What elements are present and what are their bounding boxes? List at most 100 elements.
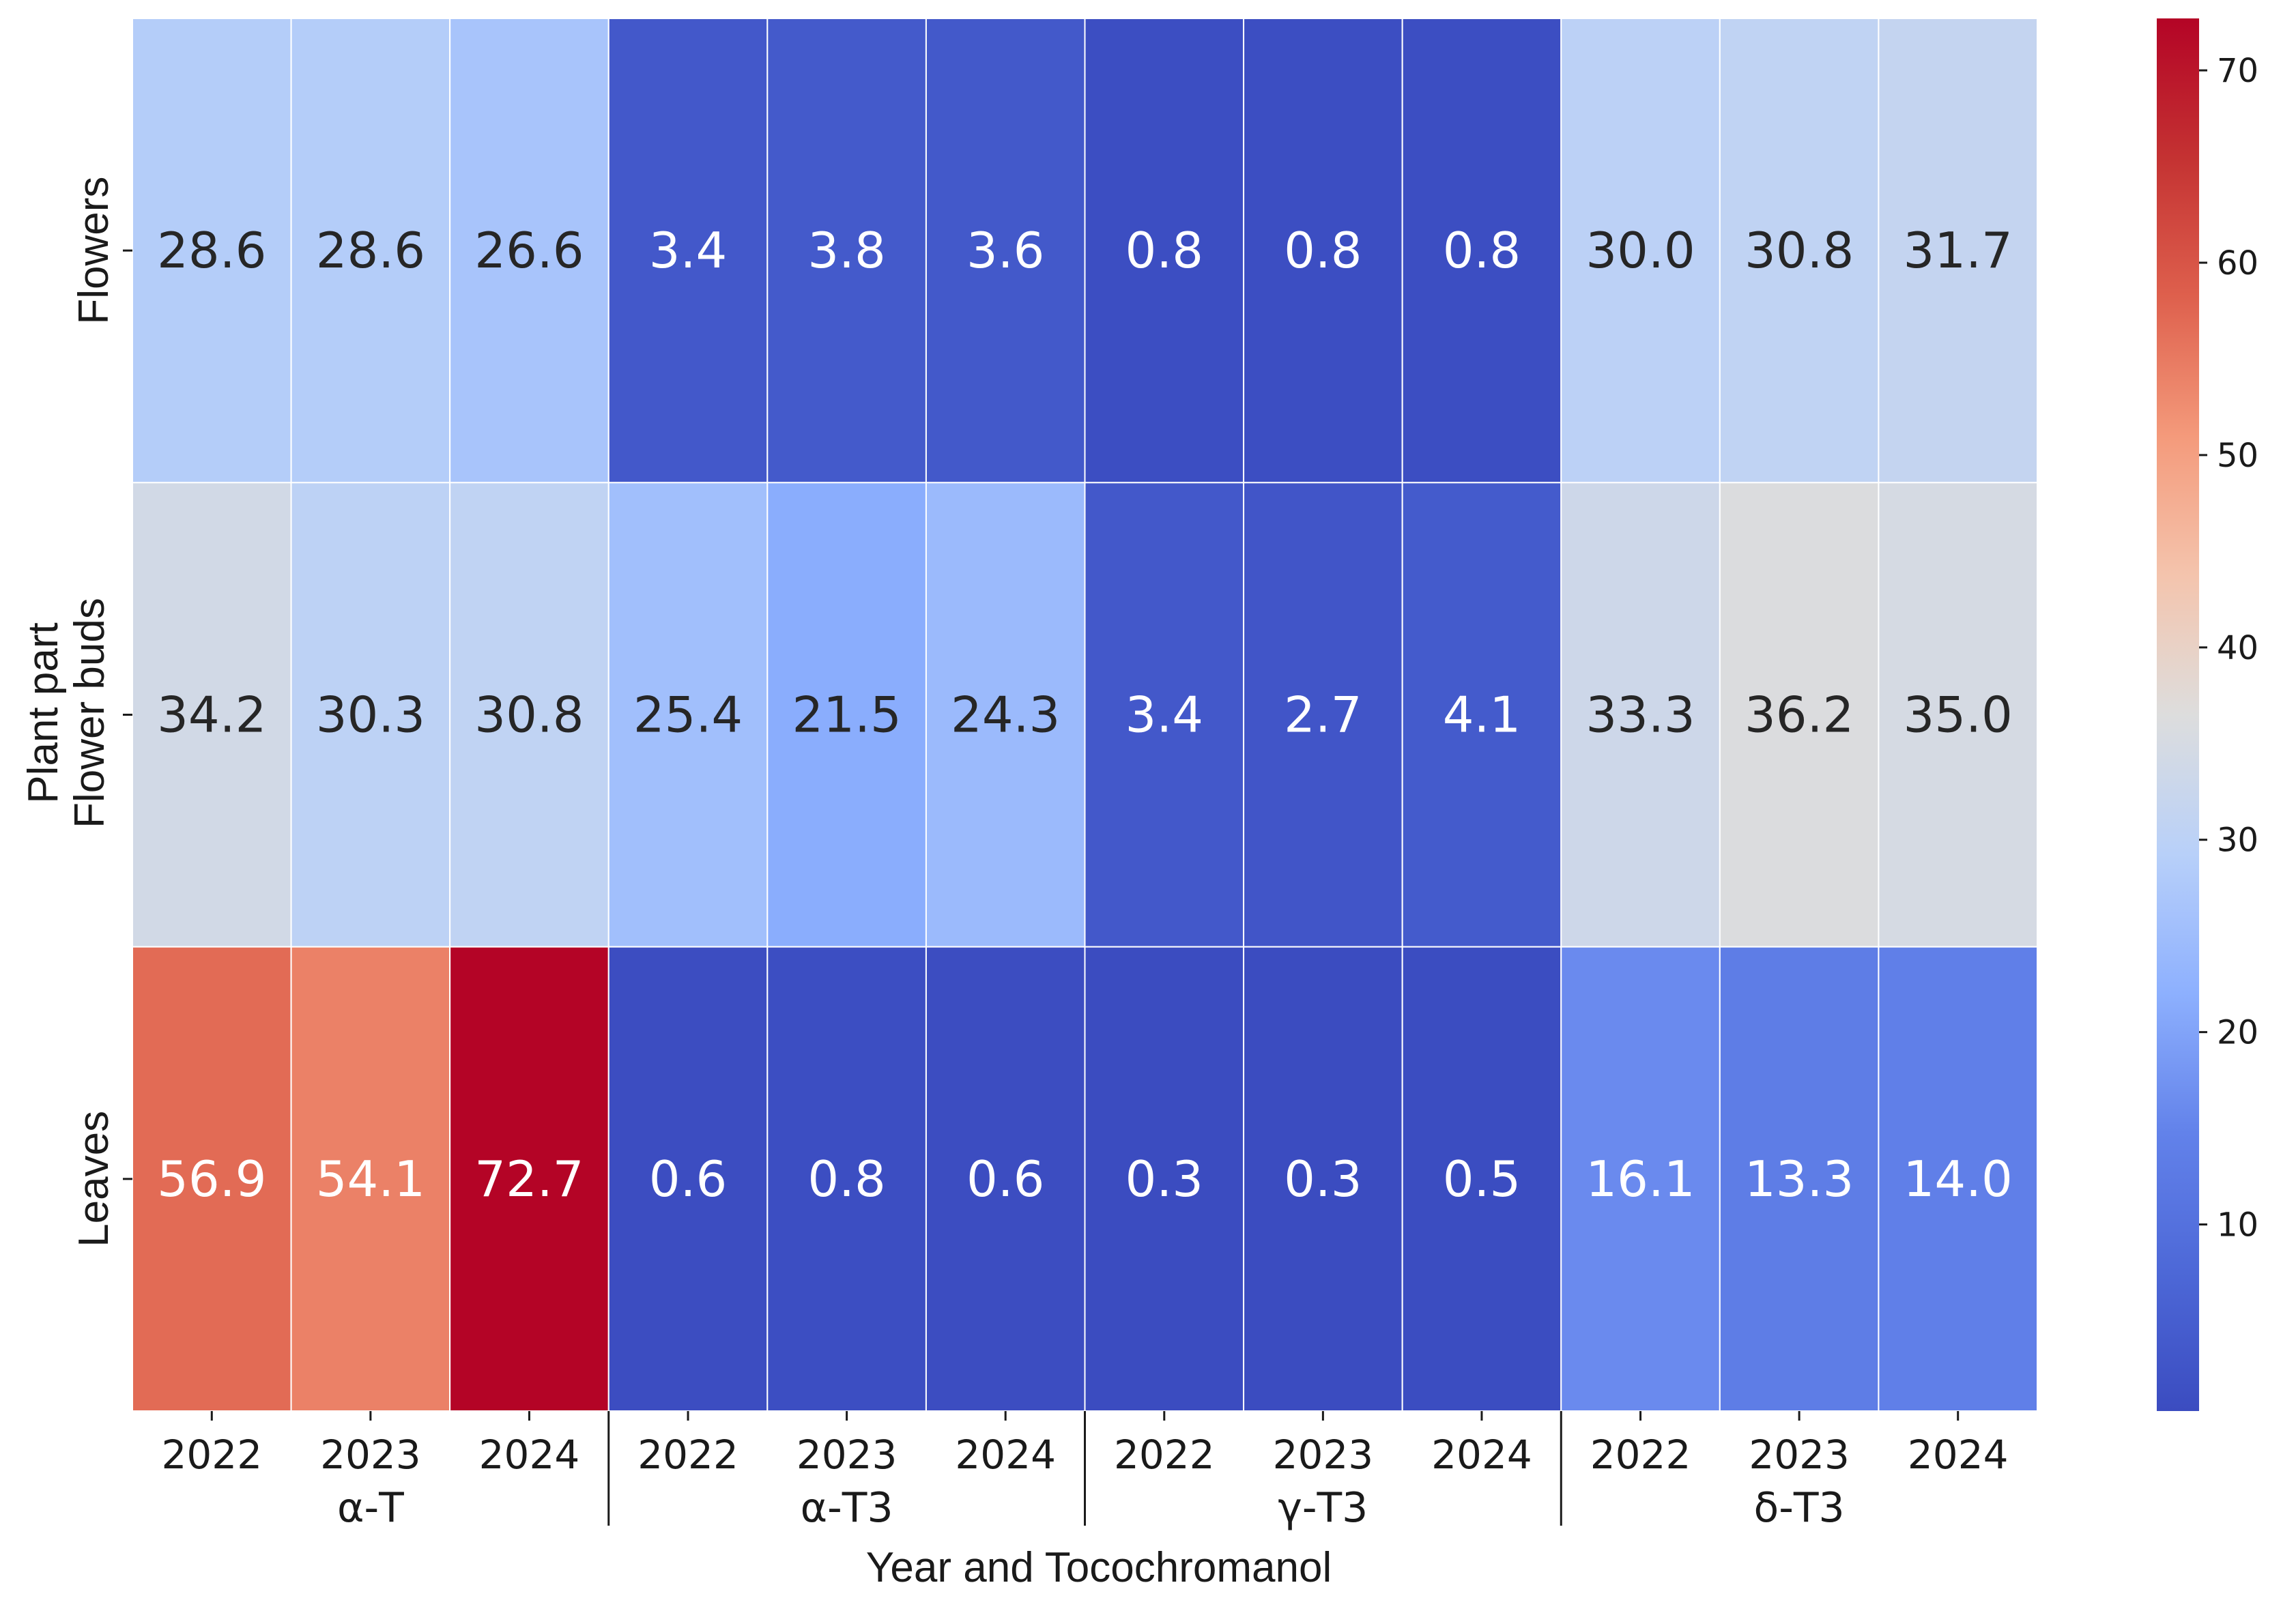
- y-axis-title-line-1: Plant part: [20, 622, 67, 803]
- x-tick-label: 2024: [479, 1432, 580, 1478]
- cell-value-label: 16.1: [1585, 1150, 1695, 1208]
- cell-value-label: 3.4: [1125, 686, 1204, 744]
- colorbar-tick-label: 60: [2217, 244, 2258, 282]
- cell-value-label: 0.3: [1284, 1150, 1362, 1208]
- x-axis-group-labels: α-T α-T3 γ-T3 δ-T3: [337, 1411, 1845, 1532]
- x-tick-label: 2024: [955, 1432, 1056, 1478]
- heatmap-cell: [1243, 482, 1403, 948]
- heatmap-cell: [925, 18, 1086, 484]
- x-tick-label: 2022: [1590, 1432, 1691, 1478]
- heatmap-cell: [766, 946, 927, 1412]
- cell-value-label: 35.0: [1904, 686, 2013, 744]
- cell-value-label: 21.5: [792, 686, 901, 744]
- x-group-label: δ-T3: [1754, 1484, 1845, 1532]
- heatmap-cell: [607, 946, 769, 1412]
- cell-value-label: 4.1: [1443, 686, 1521, 744]
- heatmap-cells: 28.6 28.6 26.6 3.4 3.8 3.6 0.8 0.8 0.8 30.0 30.8 31…: [132, 18, 2039, 1412]
- cell-value-label: 3.8: [807, 222, 886, 279]
- cell-value-label: 14.0: [1904, 1150, 2013, 1208]
- heatmap-cell: [1084, 946, 1245, 1412]
- cell-value-label: 72.7: [474, 1150, 584, 1208]
- cell-value-label: 30.3: [316, 686, 425, 744]
- heatmap-cell: [290, 18, 451, 484]
- colorbar-tick-label: 30: [2217, 822, 2258, 860]
- colorbar: 10 20 30 40 50 60 70: [2157, 18, 2258, 1411]
- cell-value-label: 3.6: [966, 222, 1045, 279]
- heatmap-cell: [1719, 946, 1880, 1412]
- heatmap-cell: [766, 18, 927, 484]
- heatmap-cell: [1560, 946, 1721, 1412]
- cell-value-label: 36.2: [1745, 686, 1854, 744]
- cell-value-label: 2.7: [1284, 686, 1362, 744]
- cell-value-label: 0.8: [1284, 222, 1362, 279]
- y-axis-title-line-2: Flower buds: [66, 598, 113, 828]
- colorbar-tick-label: 20: [2217, 1014, 2258, 1052]
- heatmap-cell: [1719, 482, 1880, 948]
- x-tick-label: 2023: [320, 1432, 421, 1478]
- cell-value-label: 13.3: [1745, 1150, 1854, 1208]
- heatmap-cell: [1878, 946, 2039, 1412]
- cell-value-label: 26.6: [474, 222, 584, 279]
- cell-value-label: 56.9: [157, 1150, 266, 1208]
- cell-value-label: 33.3: [1585, 686, 1695, 744]
- heatmap-cell: [449, 482, 609, 948]
- cell-value-label: 0.8: [1443, 222, 1521, 279]
- heatmap-cell: [132, 18, 292, 484]
- y-tick-label: Leaves: [70, 1111, 117, 1247]
- heatmap-cell: [925, 482, 1086, 948]
- cell-value-label: 30.8: [1745, 222, 1854, 279]
- cell-value-label: 0.8: [807, 1150, 886, 1208]
- x-tick-label: 2024: [1431, 1432, 1532, 1478]
- heatmap-cell: [1878, 482, 2039, 948]
- x-tick-label: 2023: [797, 1432, 898, 1478]
- x-group-label: γ-T3: [1278, 1484, 1368, 1532]
- cell-value-label: 54.1: [316, 1150, 425, 1208]
- heatmap-cell: [607, 482, 769, 948]
- x-axis-title: Year and Tocochromanol: [866, 1544, 1332, 1591]
- heatmap-cell: [1560, 18, 1721, 484]
- x-axis-ticks: 2022 2023 2024 2022 2023 2024 2022 2023 2024 2022…: [161, 1411, 2009, 1478]
- cell-value-label: 0.6: [649, 1150, 728, 1208]
- colorbar-tick-label: 40: [2217, 629, 2258, 667]
- cell-value-label: 0.8: [1125, 222, 1204, 279]
- heatmap-cell: [1084, 18, 1245, 484]
- cell-value-label: 28.6: [316, 222, 425, 279]
- x-tick-label: 2024: [1908, 1432, 2009, 1478]
- x-tick-label: 2022: [161, 1432, 262, 1478]
- heatmap-cell: [132, 946, 292, 1412]
- cell-value-label: 30.0: [1585, 222, 1695, 279]
- x-tick-label: 2023: [1273, 1432, 1374, 1478]
- x-group-label: α-T: [337, 1484, 404, 1532]
- x-tick-label: 2022: [1114, 1432, 1215, 1478]
- cell-value-label: 34.2: [157, 686, 266, 744]
- y-tick-label: Flowers: [70, 177, 117, 325]
- heatmap-cell: [1401, 482, 1562, 948]
- heatmap-cell: [132, 482, 292, 948]
- cell-value-label: 30.8: [474, 686, 584, 744]
- colorbar-tick-label: 10: [2217, 1206, 2258, 1245]
- colorbar-tick-label: 50: [2217, 437, 2258, 475]
- cell-value-label: 3.4: [649, 222, 728, 279]
- heatmap-cell: [766, 482, 927, 948]
- x-group-label: α-T3: [801, 1484, 893, 1532]
- x-tick-label: 2023: [1749, 1432, 1850, 1478]
- heatmap-cell: [1243, 18, 1403, 484]
- cell-value-label: 0.3: [1125, 1150, 1204, 1208]
- heatmap-cell: [1878, 18, 2039, 484]
- cell-value-label: 0.6: [966, 1150, 1045, 1208]
- cell-value-label: 0.5: [1443, 1150, 1521, 1208]
- colorbar-tick-label: 70: [2217, 52, 2258, 90]
- heatmap-cell: [1560, 482, 1721, 948]
- heatmap-cell: [449, 946, 609, 1412]
- x-tick-label: 2022: [637, 1432, 738, 1478]
- cell-value-label: 31.7: [1904, 222, 2013, 279]
- cell-value-label: 24.3: [951, 686, 1060, 744]
- cell-value-label: 28.6: [157, 222, 266, 279]
- heatmap-cell: [290, 946, 451, 1412]
- heatmap-cell: [290, 482, 451, 948]
- heatmap-cell: [1084, 482, 1245, 948]
- heatmap-cell: [607, 18, 769, 484]
- y-axis-ticks: Flowers Leaves: [70, 177, 132, 1247]
- colorbar-gradient: [2157, 18, 2199, 1411]
